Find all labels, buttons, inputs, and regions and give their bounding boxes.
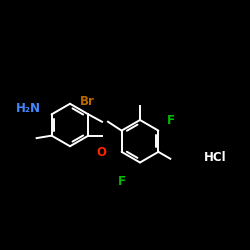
Text: F: F [167,114,175,126]
Text: HCl: HCl [204,151,227,164]
Text: F: F [118,175,126,188]
Text: Br: Br [80,95,94,108]
Text: H₂N: H₂N [16,102,41,115]
Text: O: O [96,146,106,160]
